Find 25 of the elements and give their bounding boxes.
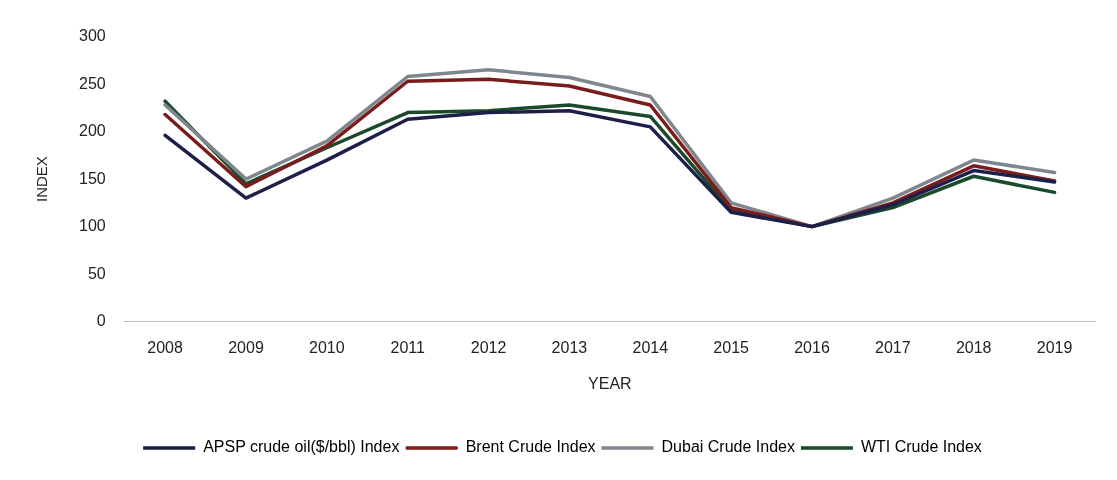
legend-label: WTI Crude Index: [860, 438, 982, 456]
x-tick-label: 2009: [228, 338, 264, 356]
y-tick-label: 300: [78, 27, 106, 45]
x-tick-label: 2013: [551, 338, 588, 356]
x-tick-label: 2018: [955, 338, 992, 356]
y-axis-title: INDEX: [33, 156, 51, 203]
x-tick-label: 2012: [470, 338, 507, 356]
x-tick-label: 2014: [632, 338, 669, 356]
y-tick-label: 200: [78, 122, 106, 140]
legend-label: APSP crude oil($/bbl) Index: [203, 438, 400, 456]
y-tick-label: 0: [96, 312, 106, 330]
legend-label: Dubai Crude Index: [661, 438, 795, 456]
x-tick-label: 2015: [713, 338, 750, 356]
y-tick-label: 150: [78, 169, 106, 187]
x-tick-label: 2010: [309, 338, 345, 356]
y-tick-label: 100: [78, 217, 106, 235]
x-axis-title: YEAR: [588, 374, 632, 392]
y-tick-label: 50: [87, 264, 106, 282]
x-tick-label: 2019: [1036, 338, 1073, 356]
x-tick-label: 2008: [147, 338, 184, 356]
x-tick-label: 2016: [794, 338, 830, 356]
legend-label: Brent Crude Index: [465, 438, 596, 456]
x-tick-label: 2017: [875, 338, 911, 356]
x-tick-label: 2011: [390, 338, 426, 356]
y-tick-label: 250: [78, 74, 106, 92]
